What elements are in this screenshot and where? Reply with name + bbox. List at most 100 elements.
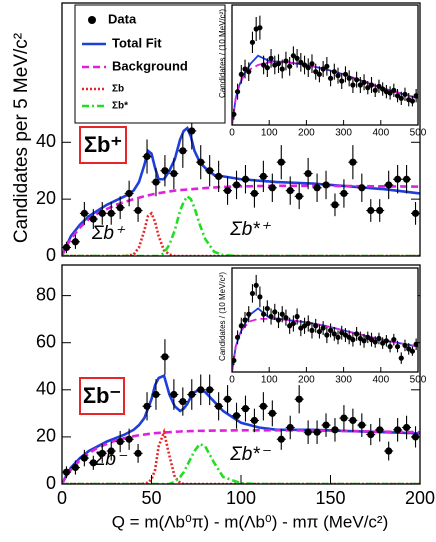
data-point [261,311,267,317]
data-point [301,323,308,329]
y-tick-label: 40 [36,131,56,151]
plot-content [232,15,418,125]
data-point [394,343,401,350]
y-tick-label: 60 [36,331,56,351]
plot-area [232,268,418,372]
data-point [413,341,418,347]
y-axis-label: Candidates / (10 MeV/c²) [218,9,227,98]
annotation: Σb⁺ [91,223,126,244]
data-point [322,421,330,429]
fit-curve [62,429,420,484]
y-tick-label: 0 [46,245,56,265]
data-point [339,330,345,336]
x-tick-label: 300 [335,375,352,386]
data-point [134,206,142,215]
annotation: Σb*⁻ [229,444,271,465]
data-point [197,386,205,394]
data-point [383,338,389,344]
data-point [107,209,115,217]
data-point [368,82,375,88]
data-point [215,172,223,181]
x-tick-label: 50 [141,488,161,508]
data-point [380,340,386,346]
data-point [367,206,375,215]
data-point [322,181,330,189]
data-point [391,337,397,343]
data-point [223,187,232,195]
data-point [242,317,248,323]
legend-marker [88,16,96,24]
data-point [372,87,378,93]
data-point [402,423,411,432]
data-point [250,189,259,198]
data-point [320,66,326,72]
data-point [279,66,285,72]
x-tick-label: 0 [229,375,235,386]
data-point [358,184,366,192]
data-point [304,169,312,178]
data-point [242,66,248,72]
data-point [409,98,416,104]
data-point [246,69,252,75]
data-point [170,169,178,178]
fit-curve [232,317,418,372]
data-point [398,95,404,101]
data-point [324,63,330,69]
data-point [71,238,80,246]
data-point [241,405,250,413]
data-point [238,323,244,329]
legend-label: Background [112,58,188,73]
x-tick-label: 500 [410,128,427,139]
data-point [277,435,285,443]
data-point [342,71,349,77]
x-tick-label: 0 [229,128,235,139]
legend-label: Σb [112,84,124,95]
data-point [143,152,151,161]
data-point [295,395,303,403]
y-axis-label: Candidates per 5 MeV/c² [11,33,32,243]
data-point [394,93,401,99]
data-point [387,90,393,96]
y-tick-label: 20 [36,188,56,208]
data-point [279,311,285,317]
data-point [161,353,169,361]
x-tick-label: 400 [372,375,389,386]
data-point [107,447,115,455]
data-point [357,335,363,342]
data-point [283,58,289,64]
data-point [152,390,160,399]
data-point [125,435,133,443]
x-tick-label: 500 [410,375,427,386]
data-point [327,75,334,81]
data-point [249,39,256,45]
plot-frame [231,267,419,373]
data-point [402,91,408,97]
data-point [305,65,311,71]
x-tick-label: 200 [298,375,315,386]
legend-box [74,4,226,124]
data-point [232,111,237,117]
y-tick-label: 40 [36,379,56,399]
data-point [361,338,367,344]
data-point [287,323,293,329]
data-point [358,421,366,429]
data-point [394,175,402,183]
data-point [268,184,276,192]
x-tick-label: 200 [405,488,435,508]
data-point [313,184,321,192]
data-point [298,325,304,331]
data-point [340,189,348,198]
data-point [275,61,282,67]
data-point [387,343,393,350]
plot-content [232,274,418,372]
data-point [298,59,304,65]
legend-label: Data [108,11,137,26]
data-point [339,78,345,84]
data-point [376,426,384,434]
data-point [143,402,151,410]
data-point [376,335,382,342]
data-point [350,82,356,88]
data-point [188,390,196,399]
data-point [71,463,80,472]
data-point [116,204,124,212]
